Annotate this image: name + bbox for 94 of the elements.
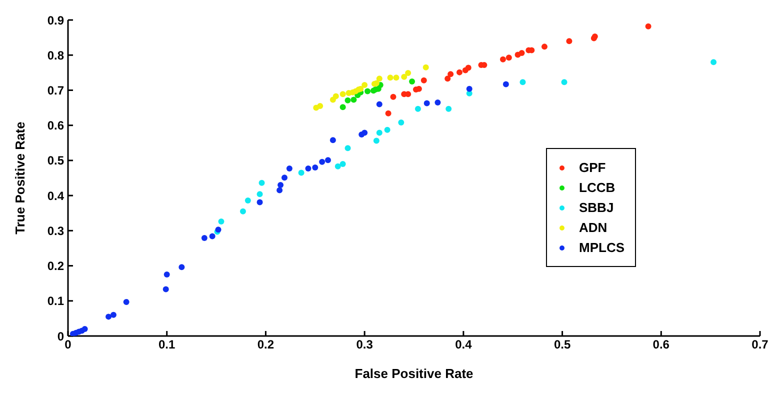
point bbox=[201, 235, 208, 242]
point bbox=[398, 120, 404, 126]
point bbox=[506, 54, 512, 61]
point bbox=[373, 138, 380, 144]
point bbox=[276, 187, 283, 194]
point bbox=[376, 76, 382, 82]
point bbox=[340, 104, 346, 110]
point bbox=[334, 163, 341, 170]
y-tick-label: 0.6 bbox=[47, 118, 64, 133]
point bbox=[561, 79, 568, 86]
point bbox=[324, 157, 331, 164]
point bbox=[376, 130, 382, 136]
point bbox=[340, 91, 346, 98]
x-tick-label: 0.5 bbox=[554, 338, 571, 352]
point bbox=[456, 69, 462, 76]
point bbox=[434, 100, 441, 106]
point bbox=[422, 64, 429, 70]
y-tick-label: 0.5 bbox=[47, 154, 64, 168]
y-tick-label: 0.4 bbox=[47, 188, 64, 203]
point bbox=[244, 197, 251, 204]
point bbox=[123, 298, 130, 305]
point bbox=[298, 170, 304, 176]
point bbox=[164, 272, 170, 278]
point bbox=[362, 130, 368, 136]
y-axis-title: True Positive Rate bbox=[12, 122, 28, 234]
point bbox=[385, 110, 392, 116]
x-tick-label: 0.2 bbox=[257, 338, 274, 352]
point bbox=[520, 79, 526, 86]
point bbox=[384, 126, 390, 133]
point bbox=[344, 97, 351, 104]
legend-label: MPLCS bbox=[579, 240, 624, 255]
point bbox=[258, 180, 265, 186]
x-tick-label: 0.6 bbox=[652, 338, 670, 352]
point bbox=[350, 96, 357, 103]
point bbox=[401, 74, 408, 80]
point bbox=[566, 38, 572, 44]
point bbox=[645, 23, 652, 30]
point bbox=[448, 71, 454, 78]
point bbox=[106, 314, 112, 320]
point bbox=[305, 166, 312, 172]
point bbox=[218, 218, 224, 225]
legend-label: SBBJ bbox=[579, 200, 614, 215]
point bbox=[281, 174, 288, 181]
point bbox=[344, 145, 351, 152]
point bbox=[340, 160, 346, 167]
point bbox=[414, 106, 421, 112]
point bbox=[256, 191, 263, 198]
point bbox=[256, 199, 263, 206]
point bbox=[710, 59, 717, 66]
point bbox=[317, 103, 324, 110]
point bbox=[541, 44, 548, 50]
x-tick-label: 0.3 bbox=[356, 338, 374, 352]
point bbox=[162, 286, 169, 292]
legend-label: ADN bbox=[579, 220, 608, 235]
x-tick-label: 0.4 bbox=[455, 338, 472, 352]
point bbox=[332, 93, 339, 100]
point bbox=[330, 137, 336, 144]
point bbox=[465, 64, 472, 71]
point bbox=[312, 164, 318, 170]
y-tick-label: 0.2 bbox=[47, 259, 64, 274]
y-tick-label: 0.3 bbox=[47, 224, 64, 238]
point bbox=[405, 70, 412, 76]
point bbox=[82, 326, 88, 332]
x-axis-title: False Positive Rate bbox=[354, 366, 474, 381]
y-tick-label: 0.9 bbox=[47, 13, 64, 28]
y-tick-label: 0.8 bbox=[47, 48, 64, 62]
point bbox=[502, 81, 509, 88]
point bbox=[420, 77, 427, 84]
point bbox=[387, 74, 394, 81]
point bbox=[409, 78, 416, 84]
point bbox=[446, 106, 452, 112]
point bbox=[390, 94, 396, 100]
point bbox=[500, 56, 506, 62]
point bbox=[319, 158, 326, 165]
point bbox=[393, 74, 400, 81]
point bbox=[466, 86, 472, 92]
legend-label: LCCB bbox=[579, 180, 616, 195]
y-tick-label: 0.1 bbox=[47, 294, 64, 308]
legend-label: GPF bbox=[579, 160, 606, 175]
point bbox=[444, 76, 451, 82]
point bbox=[178, 264, 185, 270]
point bbox=[424, 100, 430, 106]
x-tick-label: 0.1 bbox=[158, 338, 176, 352]
point bbox=[278, 182, 284, 188]
point bbox=[286, 166, 292, 172]
point bbox=[110, 312, 116, 318]
point bbox=[518, 50, 525, 56]
y-tick-label: 0.7 bbox=[47, 83, 64, 98]
x-tick-label: 0.7 bbox=[752, 338, 769, 352]
point bbox=[240, 208, 246, 214]
point bbox=[376, 101, 382, 108]
point bbox=[209, 233, 216, 240]
point bbox=[362, 82, 368, 88]
point bbox=[364, 88, 371, 94]
